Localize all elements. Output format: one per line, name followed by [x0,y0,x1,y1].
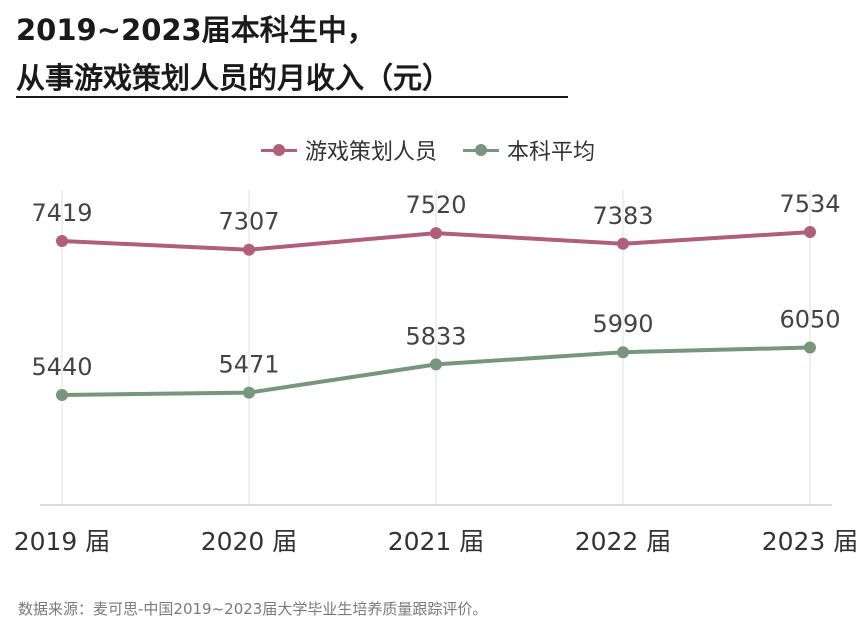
data-point-game-planner-1 [243,243,255,256]
data-label-undergrad-avg-1: 5471 [218,351,279,379]
legend-label-undergrad-avg: 本科平均 [507,140,596,165]
legend-swatch-undergrad-avg [463,142,499,158]
x-tick-label-4: 2023 届 [762,527,856,556]
data-label-undergrad-avg-3: 5990 [592,310,653,338]
data-label-game-planner-0: 7419 [31,199,92,227]
data-point-game-planner-0 [56,235,68,247]
legend-label-game-planner: 游戏策划人员 [304,140,437,165]
data-label-undergrad-avg-0: 5440 [31,353,92,381]
data-label-game-planner-1: 7307 [218,208,279,236]
data-label-game-planner-2: 7520 [405,191,466,219]
legend-swatch-game-planner [260,142,297,158]
x-tick-label-0: 2019 届 [14,527,111,556]
x-tick-label-3: 2022 届 [575,527,672,556]
data-point-undergrad-avg-3 [617,346,629,359]
data-label-undergrad-avg-2: 5833 [405,322,466,350]
x-tick-label-1: 2020 届 [201,527,298,556]
data-point-game-planner-3 [617,237,629,250]
source-note: 数据来源：麦可思-中国2019~2023届大学毕业生培养质量跟踪评价。 [18,600,488,618]
x-tick-label-2: 2021 届 [388,527,485,556]
legend-item-undergrad-avg: 本科平均 [463,134,595,166]
chart-title: 2019~2023届本科生中， 从事游戏策划人员的月收入（元） [16,6,576,102]
title-underline [16,96,568,98]
chart-title-line-1: 2019~2023届本科生中， [16,13,376,47]
data-label-undergrad-avg-4: 6050 [779,306,840,334]
data-point-undergrad-avg-1 [243,386,255,399]
data-point-undergrad-avg-0 [56,389,68,401]
data-point-game-planner-4 [804,226,816,239]
legend-item-game-planner: 游戏策划人员 [260,134,437,166]
data-point-game-planner-2 [430,227,442,240]
data-label-game-planner-4: 7534 [779,190,840,218]
legend: 游戏策划人员 本科平均 [0,134,856,166]
chart-title-line-2: 从事游戏策划人员的月收入（元） [16,61,452,95]
data-label-game-planner-3: 7383 [592,202,653,230]
data-point-undergrad-avg-2 [430,358,442,371]
data-point-undergrad-avg-4 [804,341,816,354]
